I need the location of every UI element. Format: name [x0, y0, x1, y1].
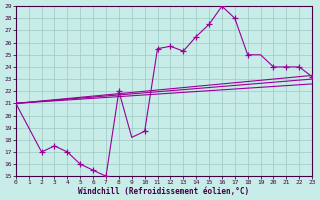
- X-axis label: Windchill (Refroidissement éolien,°C): Windchill (Refroidissement éolien,°C): [78, 187, 250, 196]
